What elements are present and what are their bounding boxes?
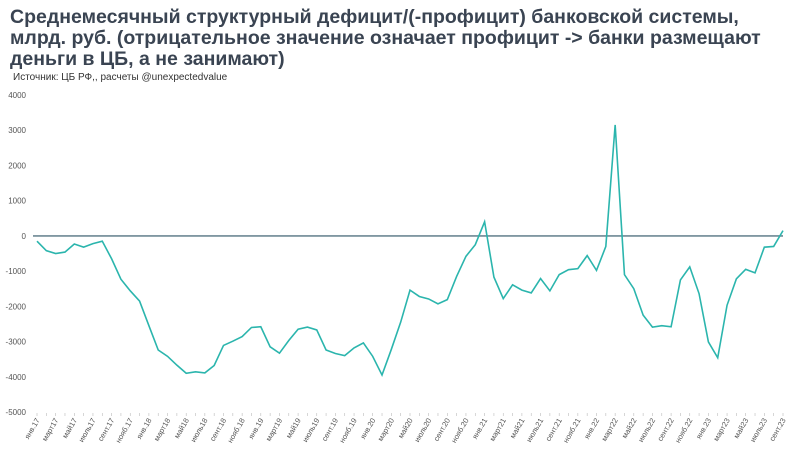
x-tick-label: март23 xyxy=(711,417,731,443)
y-tick-label: -2000 xyxy=(6,302,27,311)
x-tick-label: май17 xyxy=(60,417,79,440)
x-tick-label: июль19 xyxy=(301,417,322,444)
y-tick-label: -1000 xyxy=(6,267,27,276)
x-tick-label: янв.18 xyxy=(135,417,154,441)
y-tick-label: 0 xyxy=(22,232,27,241)
x-tick-label: янв.19 xyxy=(246,417,265,441)
chart-source: Источник: ЦБ РФ,, расчеты @unexpectedval… xyxy=(13,72,228,83)
x-tick-label: янв.17 xyxy=(23,417,42,441)
x-tick-label: июль17 xyxy=(77,417,98,444)
x-tick-label: янв.23 xyxy=(694,417,713,441)
x-tick-label: июль22 xyxy=(636,417,657,444)
chart-title: Среднемесячный структурный дефицит/(-про… xyxy=(10,6,761,70)
x-tick-label: март21 xyxy=(488,417,508,443)
x-tick-label: июль18 xyxy=(189,417,210,444)
x-tick-label: нояб.17 xyxy=(114,417,135,445)
y-tick-label: 1000 xyxy=(8,197,26,206)
y-tick-label: -4000 xyxy=(6,373,27,382)
y-tick-label: 4000 xyxy=(8,91,26,100)
x-tick-label: июль20 xyxy=(412,417,433,444)
x-tick-label: нояб.18 xyxy=(226,417,247,445)
x-tick-label: май23 xyxy=(732,417,751,440)
x-tick-label: март19 xyxy=(264,417,284,443)
x-tick-label: март18 xyxy=(152,417,172,443)
x-tick-label: янв.22 xyxy=(582,417,601,441)
x-tick-label: янв.21 xyxy=(470,417,489,441)
y-tick-label: 3000 xyxy=(8,126,26,135)
x-tick-label: март17 xyxy=(40,417,60,443)
x-tick-label: май19 xyxy=(284,417,303,440)
x-tick-label: май18 xyxy=(172,417,191,440)
x-tick-label: янв.20 xyxy=(358,417,377,441)
y-tick-label: -3000 xyxy=(6,338,27,347)
x-tick-label: нояб.21 xyxy=(561,417,582,445)
series-line xyxy=(36,124,784,378)
x-tick-label: май22 xyxy=(620,417,639,440)
x-tick-label: нояб.20 xyxy=(449,417,470,445)
x-tick-label: сент.23 xyxy=(767,417,787,443)
x-tick-label: нояб.22 xyxy=(673,417,694,445)
x-tick-label: нояб.19 xyxy=(337,417,358,445)
x-tick-label: март20 xyxy=(376,417,396,443)
x-tick-label: май20 xyxy=(396,417,415,440)
x-tick-label: май21 xyxy=(508,417,527,440)
x-tick-label: июль21 xyxy=(524,417,545,444)
y-tick-label: -5000 xyxy=(6,408,27,417)
x-tick-label: июль23 xyxy=(748,417,769,444)
y-tick-label: 2000 xyxy=(8,161,26,170)
y-axis: 4000 3000 2000 1000 0 -1000 -2000 -3000 -4000 -50… xyxy=(6,91,27,417)
x-tick-label: март22 xyxy=(600,417,620,443)
